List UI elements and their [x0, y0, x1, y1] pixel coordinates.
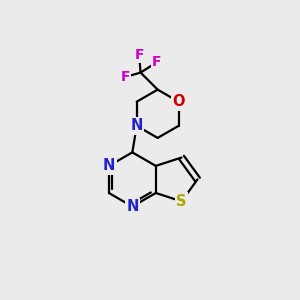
Text: N: N	[126, 199, 139, 214]
Text: N: N	[103, 158, 115, 173]
Text: S: S	[176, 194, 187, 209]
Text: F: F	[134, 48, 144, 62]
Text: F: F	[121, 70, 130, 84]
Text: F: F	[152, 55, 161, 69]
Text: N: N	[130, 118, 143, 134]
Text: O: O	[172, 94, 185, 109]
